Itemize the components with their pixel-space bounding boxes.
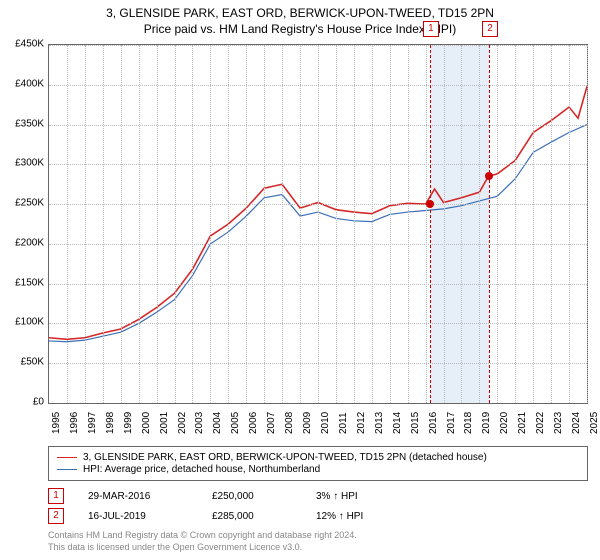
x-tick-label: 2022	[535, 412, 546, 434]
legend-row-property: 3, GLENSIDE PARK, EAST ORD, BERWICK-UPON…	[57, 452, 579, 463]
x-tick-label: 2014	[392, 412, 403, 434]
x-tick-label: 2005	[230, 412, 241, 434]
footer-line2: This data is licensed under the Open Gov…	[48, 542, 588, 554]
x-axis: 1995 1996 1997 1998 1999 2000 2001 2002 2003 2004…	[48, 406, 588, 442]
x-tick-label: 2002	[177, 412, 188, 434]
legend-swatch-hpi	[57, 469, 77, 470]
sale-date-1: 29-MAR-2016	[88, 491, 188, 502]
x-tick-label: 2019	[481, 412, 492, 434]
x-tick-label: 2010	[320, 412, 331, 434]
sale-marker-1: 1	[48, 488, 64, 504]
y-tick-label: £350K	[15, 118, 44, 129]
x-tick-label: 1995	[51, 412, 62, 434]
title-block: 3, GLENSIDE PARK, EAST ORD, BERWICK-UPON…	[0, 0, 600, 36]
shade-edge	[430, 45, 431, 403]
sale-hpi-2: 12% ↑ HPI	[316, 511, 396, 522]
x-tick-label: 2013	[374, 412, 385, 434]
x-tick-label: 2016	[428, 412, 439, 434]
y-tick-label: £250K	[15, 198, 44, 209]
y-tick-label: £0	[33, 397, 44, 408]
legend-label-hpi: HPI: Average price, detached house, Nort…	[83, 464, 320, 475]
title-sub: Price paid vs. HM Land Registry's House …	[0, 22, 600, 36]
title-main: 3, GLENSIDE PARK, EAST ORD, BERWICK-UPON…	[0, 6, 600, 20]
x-tick-label: 2021	[517, 412, 528, 434]
plot-area: 12	[48, 44, 588, 404]
y-tick-label: £400K	[15, 78, 44, 89]
x-tick-label: 2015	[410, 412, 421, 434]
marker-box-2: 2	[482, 21, 498, 37]
legend-swatch-property	[57, 457, 77, 458]
x-tick-label: 2007	[266, 412, 277, 434]
y-tick-label: £200K	[15, 237, 44, 248]
x-tick-label: 1999	[123, 412, 134, 434]
x-tick-label: 2003	[194, 412, 205, 434]
legend: 3, GLENSIDE PARK, EAST ORD, BERWICK-UPON…	[48, 446, 588, 481]
sale-row-1: 1 29-MAR-2016 £250,000 3% ↑ HPI	[48, 488, 588, 504]
legend-label-property: 3, GLENSIDE PARK, EAST ORD, BERWICK-UPON…	[83, 452, 487, 463]
sale-price-2: £285,000	[212, 511, 292, 522]
x-tick-label: 2025	[589, 412, 600, 434]
x-tick-label: 2004	[212, 412, 223, 434]
chart-container: 3, GLENSIDE PARK, EAST ORD, BERWICK-UPON…	[0, 0, 600, 560]
y-tick-label: £50K	[21, 357, 44, 368]
x-tick-label: 2023	[553, 412, 564, 434]
y-tick-label: £450K	[15, 39, 44, 50]
sale-rows: 1 29-MAR-2016 £250,000 3% ↑ HPI 2 16-JUL…	[48, 488, 588, 528]
sale-price-1: £250,000	[212, 491, 292, 502]
x-tick-label: 2000	[141, 412, 152, 434]
y-axis: £0£50K£100K£150K£200K£250K£300K£350K£400…	[0, 44, 46, 404]
shade-edge	[489, 45, 490, 403]
footer-line1: Contains HM Land Registry data © Crown c…	[48, 530, 588, 542]
x-tick-label: 1998	[105, 412, 116, 434]
y-tick-label: £300K	[15, 158, 44, 169]
x-tick-label: 2008	[284, 412, 295, 434]
x-tick-label: 1997	[87, 412, 98, 434]
x-tick-label: 2017	[446, 412, 457, 434]
x-tick-label: 1996	[69, 412, 80, 434]
sale-marker-2: 2	[48, 508, 64, 524]
x-tick-label: 2009	[302, 412, 313, 434]
x-tick-label: 2024	[571, 412, 582, 434]
sale-hpi-1: 3% ↑ HPI	[316, 491, 396, 502]
x-tick-label: 2011	[338, 412, 349, 434]
marker-dot-2	[485, 172, 493, 180]
y-tick-label: £100K	[15, 317, 44, 328]
x-tick-label: 2020	[499, 412, 510, 434]
y-tick-label: £150K	[15, 277, 44, 288]
footer: Contains HM Land Registry data © Crown c…	[48, 530, 588, 553]
marker-dot-1	[426, 200, 434, 208]
legend-row-hpi: HPI: Average price, detached house, Nort…	[57, 464, 579, 475]
x-tick-label: 2006	[248, 412, 259, 434]
x-tick-label: 2012	[356, 412, 367, 434]
x-tick-label: 2018	[463, 412, 474, 434]
sale-date-2: 16-JUL-2019	[88, 511, 188, 522]
marker-box-1: 1	[423, 21, 439, 37]
sale-row-2: 2 16-JUL-2019 £285,000 12% ↑ HPI	[48, 508, 588, 524]
x-tick-label: 2001	[159, 412, 170, 434]
